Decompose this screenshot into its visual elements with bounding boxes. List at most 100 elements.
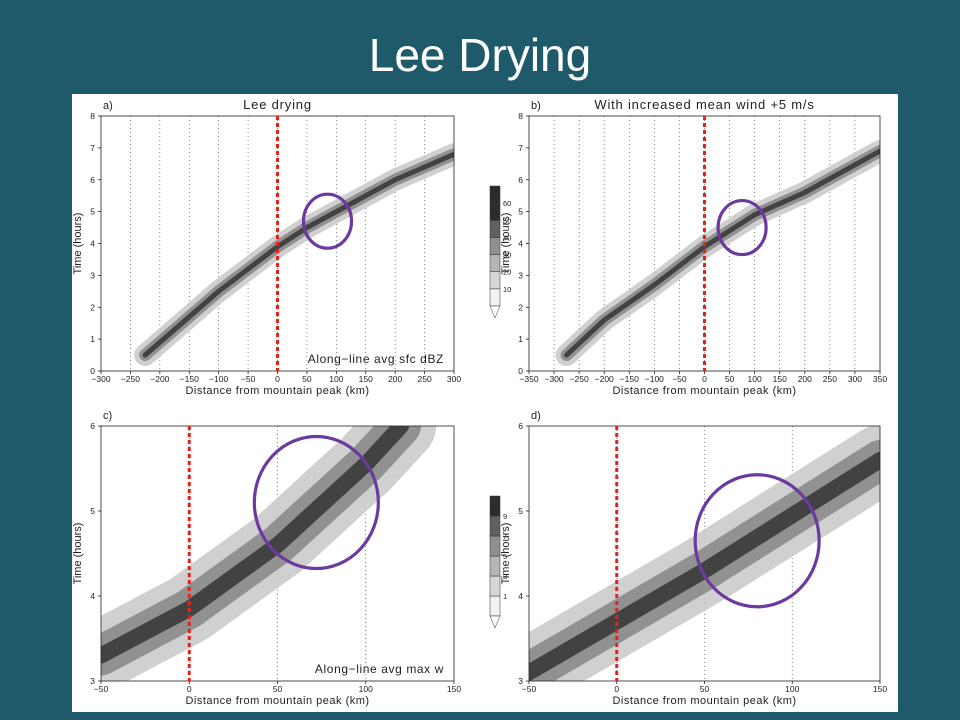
x-tick-label: 250 xyxy=(823,374,837,384)
panel-letter: a) xyxy=(103,100,113,112)
colorbar-swatch xyxy=(489,535,501,557)
x-axis-label: Distance from mountain peak (km) xyxy=(612,385,796,397)
panel-title: With increased mean wind +5 m/s xyxy=(594,97,814,112)
highlight-circle xyxy=(301,192,354,250)
x-tick-label: −50 xyxy=(672,374,687,384)
y-axis-label: Time (hours) xyxy=(500,213,512,275)
panel-annotation: Along−line avg max w xyxy=(315,662,444,676)
colorbar-swatch xyxy=(489,515,501,537)
colorbar-tick-label: 40 xyxy=(503,233,511,242)
colorbar-arrow xyxy=(489,305,501,319)
y-tick-label: 4 xyxy=(518,239,523,249)
y-tick-label: 5 xyxy=(90,506,95,516)
band-layer-3 xyxy=(101,426,410,664)
x-tick-label: 300 xyxy=(848,374,862,384)
band-layer-3 xyxy=(142,151,454,358)
y-tick-label: 1 xyxy=(518,334,523,344)
colorbar-tick-label: 1 xyxy=(503,592,507,601)
colorbar-tick-label: 9 xyxy=(503,512,507,521)
colorbar-tick-label: 7 xyxy=(503,532,507,541)
y-tick-label: 6 xyxy=(518,421,523,431)
panel-letter: c) xyxy=(103,410,112,422)
colorbar-tick-label: 20 xyxy=(503,268,511,277)
chart-panel-2: −350 −300 −250 −200 −150 −100 −50 0 50 100 150 200 2… xyxy=(500,97,887,397)
x-tick-label: −150 xyxy=(180,374,199,384)
x-tick-label: −250 xyxy=(570,374,589,384)
data-band xyxy=(555,140,880,367)
x-tick-label: 200 xyxy=(388,374,402,384)
x-tick-label: 200 xyxy=(798,374,812,384)
y-tick-label: 6 xyxy=(90,421,95,431)
y-tick-label: 4 xyxy=(518,591,523,601)
x-tick-label: 250 xyxy=(417,374,431,384)
x-tick-label: 300 xyxy=(447,374,461,384)
x-tick-label: 150 xyxy=(447,684,461,694)
colorbar-swatch xyxy=(489,575,501,597)
y-axis-label: Time (hours) xyxy=(72,213,84,275)
colorbar-swatch xyxy=(489,555,501,577)
panel-letter: d) xyxy=(531,410,541,422)
colorbar: 10 20 30 40 50 60 xyxy=(489,185,511,319)
colorbar-swatch xyxy=(489,254,501,272)
band-layer-3 xyxy=(529,452,880,681)
colorbar-swatch xyxy=(489,495,501,517)
x-tick-label: 100 xyxy=(748,374,762,384)
slide-title: Lee Drying xyxy=(368,29,592,81)
x-tick-label: 50 xyxy=(700,684,710,694)
x-tick-label: 350 xyxy=(873,374,887,384)
x-tick-label: 50 xyxy=(273,684,283,694)
x-axis-label: Distance from mountain peak (km) xyxy=(612,695,796,707)
x-tick-label: 0 xyxy=(275,374,280,384)
x-tick-label: 150 xyxy=(359,374,373,384)
colorbar-swatch xyxy=(489,185,501,204)
colorbar-swatch xyxy=(489,288,501,307)
colorbar-tick-label: 30 xyxy=(503,251,511,260)
panel-letter: b) xyxy=(531,100,541,112)
figure-panel-group: −300 −250 −200 −150 −100 −50 0 50 100 150 200 250 30… xyxy=(72,94,898,712)
x-tick-label: −150 xyxy=(620,374,639,384)
y-tick-label: 3 xyxy=(518,676,523,686)
y-tick-label: 8 xyxy=(90,111,95,121)
chart-panel-4: −50 0 50 100 150 3 4 5 6 Distance from mountain p… xyxy=(500,410,887,707)
band-layer-3 xyxy=(564,148,880,358)
x-tick-label: −350 xyxy=(519,374,538,384)
x-tick-label: 0 xyxy=(702,374,707,384)
data-band xyxy=(529,426,880,681)
data-band xyxy=(101,426,437,681)
y-tick-label: 4 xyxy=(90,239,95,249)
colorbar-tick-label: 60 xyxy=(503,199,511,208)
colorbar-swatch xyxy=(489,595,501,617)
y-tick-label: 4 xyxy=(90,591,95,601)
colorbar: 1 3 5 7 9 xyxy=(489,495,507,629)
x-tick-label: 0 xyxy=(187,684,192,694)
data-band xyxy=(134,143,454,367)
y-axis-label: Time (hours) xyxy=(72,523,84,585)
colorbar-tick-label: 3 xyxy=(503,572,507,581)
colorbar-swatch xyxy=(489,202,501,221)
x-tick-label: 0 xyxy=(614,684,619,694)
highlight-circle xyxy=(252,434,380,571)
highlight-circle xyxy=(693,473,821,609)
chart-panel-1: −300 −250 −200 −150 −100 −50 0 50 100 150 200 250 30… xyxy=(72,97,511,397)
x-tick-label: −250 xyxy=(121,374,140,384)
x-tick-label: −100 xyxy=(209,374,228,384)
y-tick-label: 5 xyxy=(90,207,95,217)
x-tick-label: −100 xyxy=(645,374,664,384)
x-tick-label: 100 xyxy=(329,374,343,384)
x-tick-label: −50 xyxy=(94,684,109,694)
x-tick-label: 50 xyxy=(725,374,735,384)
figure-svg: −300 −250 −200 −150 −100 −50 0 50 100 150 200 250 30… xyxy=(72,97,887,707)
y-tick-label: 0 xyxy=(90,366,95,376)
x-tick-label: −300 xyxy=(91,374,110,384)
colorbar-arrow xyxy=(489,615,501,629)
colorbar-swatch xyxy=(489,237,501,255)
y-tick-label: 3 xyxy=(90,676,95,686)
colorbar-tick-label: 10 xyxy=(503,285,511,294)
y-tick-label: 8 xyxy=(518,111,523,121)
colorbar-swatch xyxy=(489,271,501,290)
x-tick-label: −50 xyxy=(522,684,537,694)
x-axis-label: Distance from mountain peak (km) xyxy=(185,695,369,707)
y-tick-label: 7 xyxy=(518,143,523,153)
y-tick-label: 2 xyxy=(90,302,95,312)
y-axis-label: Time (hours) xyxy=(500,523,512,585)
